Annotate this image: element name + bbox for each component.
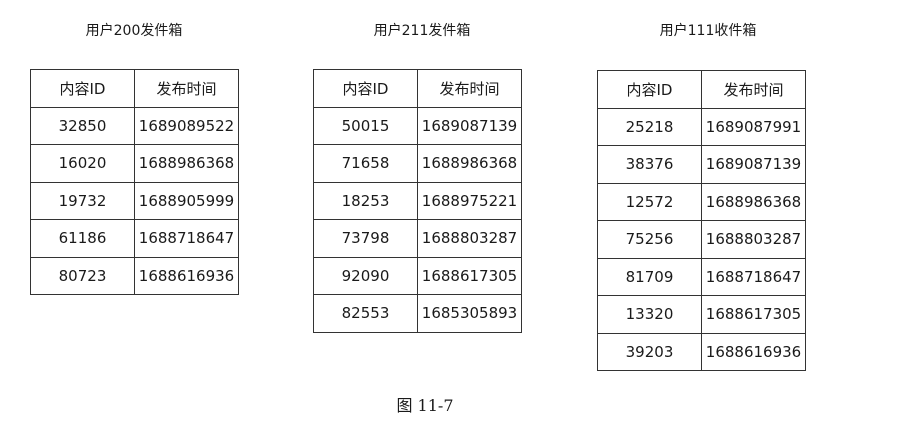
content-id-cell: 61186 bbox=[30, 219, 135, 258]
table-title-user211-outbox: 用户211发件箱 bbox=[373, 23, 471, 39]
content-id-cell: 12572 bbox=[597, 182, 702, 221]
header-publish-time: 发布时间 bbox=[701, 70, 806, 109]
publish-time-cell: 1689089522 bbox=[134, 106, 239, 145]
content-id-cell: 19732 bbox=[30, 181, 135, 220]
publish-time-cell: 1685305893 bbox=[417, 294, 522, 333]
publish-time-cell: 1688616936 bbox=[701, 332, 806, 371]
table-row: 12572 1688986368 bbox=[597, 182, 806, 221]
publish-time-cell: 1688616936 bbox=[134, 256, 239, 295]
publish-time-cell: 1688986368 bbox=[134, 144, 239, 183]
content-id-cell: 32850 bbox=[30, 106, 135, 145]
header-row: 内容ID 发布时间 bbox=[597, 70, 806, 109]
header-content-id: 内容ID bbox=[30, 69, 135, 108]
content-id-cell: 92090 bbox=[313, 256, 418, 295]
table-row: 32850 1689089522 bbox=[30, 106, 239, 145]
content-id-cell: 39203 bbox=[597, 332, 702, 371]
table-row: 38376 1689087139 bbox=[597, 145, 806, 184]
table-row: 25218 1689087991 bbox=[597, 107, 806, 146]
header-publish-time: 发布时间 bbox=[134, 69, 239, 108]
table-title-user200-outbox: 用户200发件箱 bbox=[85, 23, 183, 39]
content-id-cell: 75256 bbox=[597, 220, 702, 259]
content-id-cell: 38376 bbox=[597, 145, 702, 184]
publish-time-cell: 1689087991 bbox=[701, 107, 806, 146]
table-row: 82553 1685305893 bbox=[313, 294, 522, 333]
content-id-cell: 71658 bbox=[313, 144, 418, 183]
header-publish-time: 发布时间 bbox=[417, 69, 522, 108]
figure-caption: 图 11-7 bbox=[396, 396, 454, 415]
publish-time-cell: 1688986368 bbox=[701, 182, 806, 221]
publish-time-cell: 1688718647 bbox=[134, 219, 239, 258]
header-content-id: 内容ID bbox=[313, 69, 418, 108]
content-id-cell: 50015 bbox=[313, 106, 418, 145]
content-id-cell: 82553 bbox=[313, 294, 418, 333]
publish-time-cell: 1689087139 bbox=[701, 145, 806, 184]
content-id-cell: 73798 bbox=[313, 219, 418, 258]
header-content-id: 内容ID bbox=[597, 70, 702, 109]
table-row: 19732 1688905999 bbox=[30, 181, 239, 220]
table-row: 75256 1688803287 bbox=[597, 220, 806, 259]
table-row: 92090 1688617305 bbox=[313, 256, 522, 295]
table-row: 81709 1688718647 bbox=[597, 257, 806, 296]
content-id-cell: 18253 bbox=[313, 181, 418, 220]
table-row: 18253 1688975221 bbox=[313, 181, 522, 220]
table-row: 50015 1689087139 bbox=[313, 106, 522, 145]
table-row: 16020 1688986368 bbox=[30, 144, 239, 183]
publish-time-cell: 1688905999 bbox=[134, 181, 239, 220]
content-id-cell: 25218 bbox=[597, 107, 702, 146]
table-row: 80723 1688616936 bbox=[30, 256, 239, 295]
table-row: 71658 1688986368 bbox=[313, 144, 522, 183]
header-row: 内容ID 发布时间 bbox=[313, 69, 522, 108]
publish-time-cell: 1688617305 bbox=[417, 256, 522, 295]
publish-time-cell: 1689087139 bbox=[417, 106, 522, 145]
header-row: 内容ID 发布时间 bbox=[30, 69, 239, 108]
table-row: 13320 1688617305 bbox=[597, 295, 806, 334]
user111-inbox-table: 内容ID 发布时间 25218 1689087991 38376 1689087139 12… bbox=[597, 70, 806, 371]
table-row: 61186 1688718647 bbox=[30, 219, 239, 258]
publish-time-cell: 1688718647 bbox=[701, 257, 806, 296]
publish-time-cell: 1688617305 bbox=[701, 295, 806, 334]
publish-time-cell: 1688803287 bbox=[417, 219, 522, 258]
table-row: 39203 1688616936 bbox=[597, 332, 806, 371]
content-id-cell: 16020 bbox=[30, 144, 135, 183]
content-id-cell: 13320 bbox=[597, 295, 702, 334]
publish-time-cell: 1688803287 bbox=[701, 220, 806, 259]
publish-time-cell: 1688986368 bbox=[417, 144, 522, 183]
content-id-cell: 80723 bbox=[30, 256, 135, 295]
table-title-user111-inbox: 用户111收件箱 bbox=[659, 23, 757, 39]
table-row: 73798 1688803287 bbox=[313, 219, 522, 258]
content-id-cell: 81709 bbox=[597, 257, 702, 296]
publish-time-cell: 1688975221 bbox=[417, 181, 522, 220]
user200-outbox-table: 内容ID 发布时间 32850 1689089522 16020 1688986368 19… bbox=[30, 69, 239, 295]
user211-outbox-table: 内容ID 发布时间 50015 1689087139 71658 1688986368 18… bbox=[313, 69, 522, 333]
